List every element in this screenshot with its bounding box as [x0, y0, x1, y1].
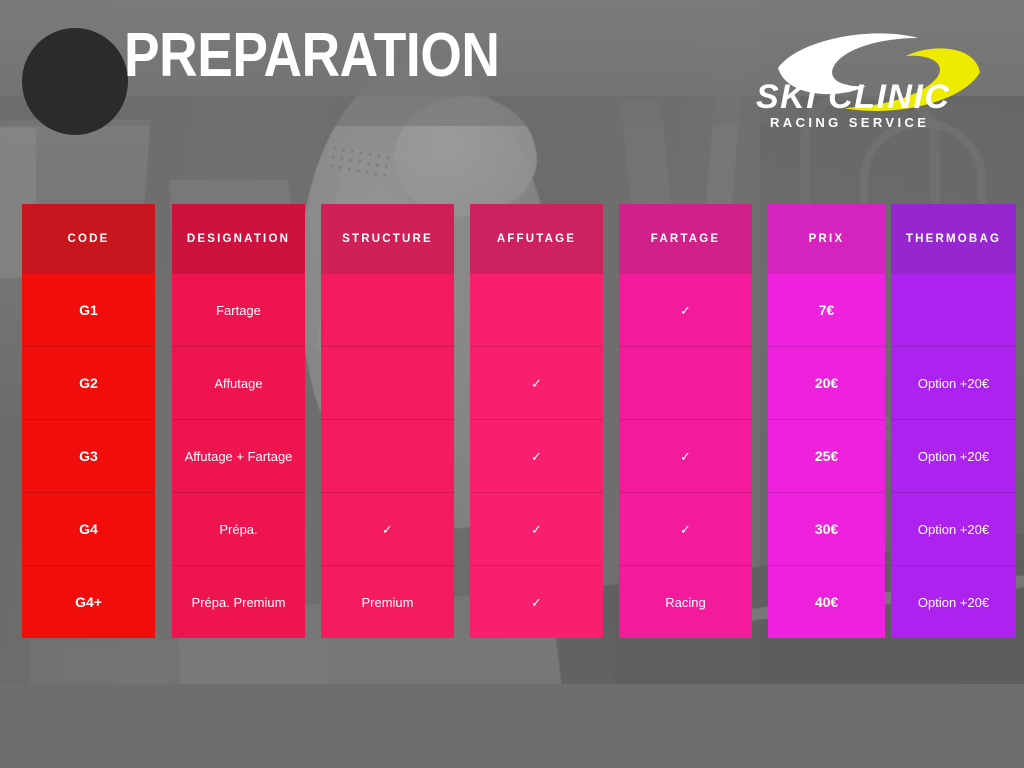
column-header-structure: STRUCTURE [321, 204, 454, 274]
cell-designation-g1: Fartage [216, 302, 261, 318]
column-body-affutage: ✓ ✓ ✓ ✓ [470, 274, 603, 638]
cell-affutage-g3: ✓ [470, 419, 603, 492]
cell-prix-g1: 7€ [818, 302, 835, 318]
column-body-designation: Fartage Affutage Affutage + Fartage Prép… [172, 274, 305, 638]
cell-fartage-g3: ✓ [619, 419, 752, 492]
title-bullet-circle [22, 28, 128, 135]
cell-code-g3: G3 [22, 419, 155, 492]
column-header-affutage: AFFUTAGE [470, 204, 603, 274]
cell-code-g4: G4 [22, 492, 155, 565]
cell-thermobag-g2: Option +20€ [891, 346, 1016, 419]
column-body-fartage: ✓ ✓ ✓ Racing [619, 274, 752, 638]
cell-thermobag-g4plus: Option +20€ [891, 565, 1016, 638]
cell-thermobag-g3: Option +20€ [891, 419, 1016, 492]
logo-swoosh-icon [778, 33, 980, 111]
column-header-designation: DESIGNATION [172, 204, 305, 274]
svg-text:RACING SERVICE: RACING SERVICE [770, 115, 929, 130]
cell-structure-g4: ✓ [321, 492, 454, 565]
cell-thermobag-g4: Option +20€ [891, 492, 1016, 565]
cell-code-g1: G1 [79, 302, 98, 318]
cell-fartage-g1: ✓ [680, 302, 691, 318]
cell-structure-g3 [321, 419, 454, 492]
column-body-prix: 7€ 20€ 25€ 30€ 40€ [768, 274, 885, 638]
cell-fartage-g4plus: Racing [619, 565, 752, 638]
column-thermobag: THERMOBAG Option +20€ Option +20€ Option… [891, 204, 1016, 638]
column-affutage: AFFUTAGE ✓ ✓ ✓ ✓ [470, 204, 603, 638]
column-designation: DESIGNATION Fartage Affutage Affutage + … [172, 204, 305, 638]
svg-text:SKI CLINIC: SKI CLINIC [756, 78, 950, 116]
ski-clinic-logo: SKI CLINIC RACING SERVICE [748, 22, 1010, 134]
cell-prix-g4plus: 40€ [768, 565, 885, 638]
cell-affutage-g4: ✓ [470, 492, 603, 565]
column-header-prix: PRIX [768, 204, 885, 274]
cell-code-g2: G2 [22, 346, 155, 419]
column-header-code: CODE [22, 204, 155, 274]
cell-thermobag-g1 [891, 274, 1016, 346]
cell-designation-g3: Affutage + Fartage [172, 419, 305, 492]
column-code: CODE G1 G2 G3 G4 G4+ [22, 204, 155, 638]
column-prix: PRIX 7€ 20€ 25€ 30€ 40€ [768, 204, 885, 638]
cell-designation-g2: Affutage [172, 346, 305, 419]
cell-designation-g4: Prépa. [172, 492, 305, 565]
cell-affutage-g4plus: ✓ [470, 565, 603, 638]
column-fartage: FARTAGE ✓ ✓ ✓ Racing [619, 204, 752, 638]
column-structure: STRUCTURE ✓ Premium [321, 204, 454, 638]
column-body-thermobag: Option +20€ Option +20€ Option +20€ Opti… [891, 274, 1016, 638]
cell-prix-g4: 30€ [768, 492, 885, 565]
cell-code-g4plus: G4+ [22, 565, 155, 638]
page-title: PREPARATION [124, 21, 500, 90]
cell-structure-g4plus: Premium [321, 565, 454, 638]
cell-structure-g1 [321, 274, 454, 346]
cell-prix-g3: 25€ [768, 419, 885, 492]
cell-designation-g4plus: Prépa. Premium [172, 565, 305, 638]
column-body-structure: ✓ Premium [321, 274, 454, 638]
logo-wordmark: SKI CLINIC RACING SERVICE [756, 78, 950, 130]
cell-fartage-g2 [619, 346, 752, 419]
column-header-thermobag: THERMOBAG [891, 204, 1016, 274]
header-band-shadow [0, 96, 800, 126]
cell-affutage-g2: ✓ [470, 346, 603, 419]
cell-prix-g2: 20€ [768, 346, 885, 419]
bottom-gray-strip [0, 684, 1024, 768]
column-body-code: G1 G2 G3 G4 G4+ [22, 274, 155, 638]
cell-affutage-g1 [470, 274, 603, 346]
cell-structure-g2 [321, 346, 454, 419]
column-header-fartage: FARTAGE [619, 204, 752, 274]
cell-fartage-g4: ✓ [619, 492, 752, 565]
